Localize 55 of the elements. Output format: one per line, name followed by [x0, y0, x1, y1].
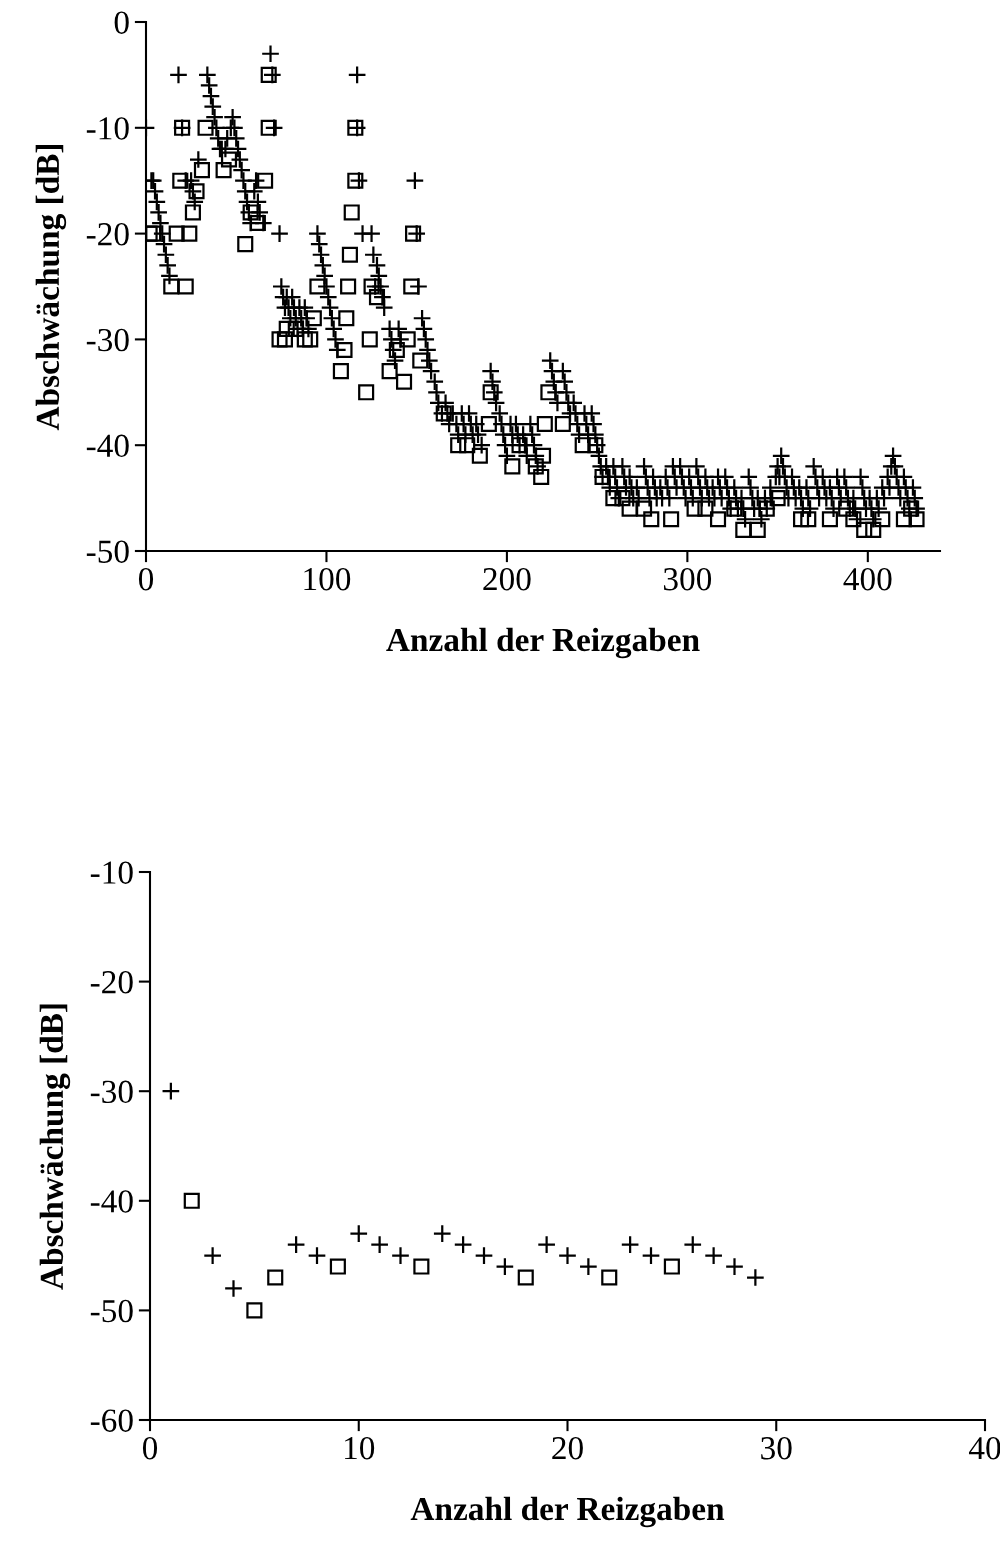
x-tick-label: 100 — [304, 567, 351, 591]
y-axis-title: Abschwächung [dB] — [39, 1004, 71, 1290]
point — [601, 1269, 618, 1286]
x-tick-label: 40 — [968, 1436, 1000, 1460]
point — [517, 1269, 534, 1286]
y-tick-label: -50 — [90, 1299, 133, 1323]
point — [641, 1246, 661, 1266]
point — [453, 1235, 473, 1255]
y-tick-label: -20 — [90, 971, 133, 994]
y-tick-label: -20 — [86, 223, 129, 246]
y-tick-label: -50 — [86, 540, 129, 563]
x-tick-label: 10 — [345, 1436, 375, 1460]
y-tick-label: -10 — [86, 117, 129, 140]
point — [474, 1246, 494, 1266]
point — [329, 1258, 346, 1275]
x-tick-label: 400 — [843, 567, 892, 591]
point — [246, 1302, 263, 1319]
point — [286, 1235, 306, 1255]
point — [267, 1269, 284, 1286]
point — [432, 1224, 452, 1244]
point — [161, 1081, 181, 1101]
point — [224, 1279, 243, 1298]
point — [370, 1235, 390, 1255]
x-axis-title: Anzahl der Reizgaben — [386, 627, 700, 659]
point — [745, 1268, 765, 1287]
y-tick-label: -40 — [90, 1190, 133, 1213]
x-axis-title: Anzahl der Reizgaben — [410, 1496, 725, 1528]
point — [704, 1246, 724, 1266]
point — [683, 1235, 703, 1255]
y-tick-label: -10 — [90, 861, 133, 884]
point — [537, 1235, 557, 1255]
x-tick-label: 0 — [138, 567, 154, 591]
point — [578, 1257, 598, 1276]
x-tick-label: 0 — [142, 1436, 158, 1460]
point — [558, 1246, 577, 1266]
x-tick-label: 300 — [663, 567, 712, 591]
y-tick-label: -60 — [90, 1409, 133, 1432]
x-tick-label: 30 — [761, 1436, 792, 1460]
point — [413, 1258, 430, 1275]
point — [663, 1258, 680, 1275]
y-tick-label: -40 — [86, 434, 129, 458]
x-tick-label: 20 — [552, 1436, 583, 1460]
point — [620, 1235, 640, 1255]
point — [391, 1246, 410, 1266]
y-tick-label: -30 — [90, 1080, 133, 1104]
y-axis-title: Abschwächung [dB] — [35, 144, 67, 431]
point — [349, 1224, 369, 1244]
x-tick-label: 200 — [483, 567, 531, 591]
point — [203, 1246, 223, 1266]
point — [183, 1192, 200, 1209]
y-tick-label: -30 — [86, 328, 129, 352]
point — [495, 1257, 515, 1276]
point — [725, 1257, 744, 1276]
point — [307, 1246, 327, 1266]
y-tick-label: 0 — [114, 11, 129, 34]
